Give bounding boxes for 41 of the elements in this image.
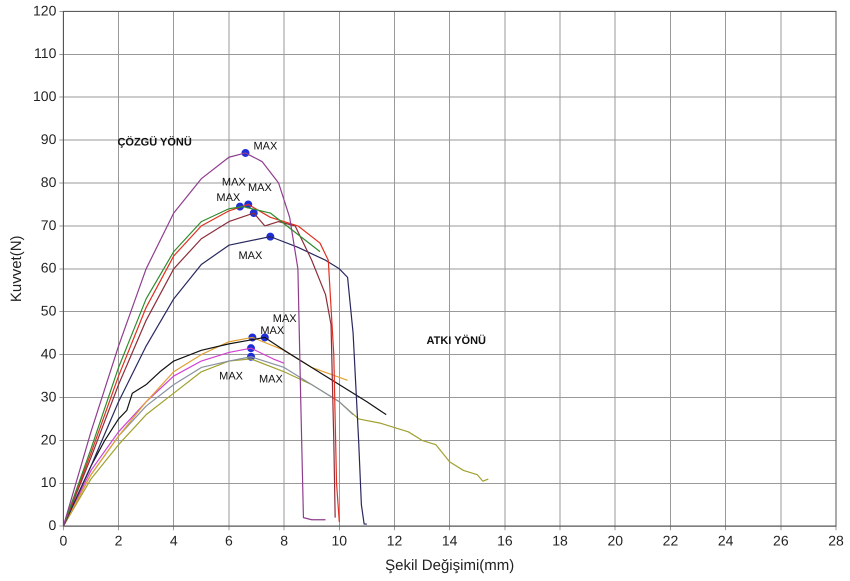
- annotation: MAX: [219, 370, 244, 382]
- y-tick-label: 40: [40, 345, 57, 362]
- x-tick-label: 22: [662, 532, 678, 548]
- x-tick-label: 2: [114, 532, 123, 548]
- x-tick-label: 16: [497, 532, 513, 548]
- annotation: ÇÖZGÜ YÖNÜ: [117, 136, 192, 149]
- annotation: MAX: [272, 312, 298, 325]
- x-tick-label: 24: [718, 532, 734, 548]
- y-tick-label: 80: [40, 174, 57, 190]
- annotation: MAX: [222, 176, 246, 189]
- x-axis-title: Şekil Değişimi(mm): [385, 557, 514, 574]
- y-tick-label: 120: [33, 2, 57, 18]
- annotation: MAX: [260, 324, 285, 337]
- annotation: MAX: [259, 374, 284, 386]
- y-tick-label: 30: [40, 388, 57, 404]
- y-tick-label: 20: [40, 431, 57, 448]
- y-tick-label: 10: [40, 474, 57, 490]
- x-tick-label: 4: [170, 532, 178, 548]
- y-tick-label: 100: [33, 88, 57, 104]
- annotation: MAX: [253, 140, 278, 152]
- y-tick-label: 110: [34, 45, 57, 62]
- x-tick-label: 20: [607, 532, 624, 548]
- y-tick-label: 70: [40, 216, 57, 233]
- x-tick-label: 14: [442, 532, 458, 548]
- y-tick-label: 90: [40, 130, 57, 147]
- annotation: MAX: [238, 250, 263, 262]
- y-tick-label: 60: [40, 260, 57, 276]
- x-tick-label: 28: [828, 532, 844, 548]
- x-tick-label: 26: [773, 532, 789, 548]
- x-tick-label: 10: [332, 532, 348, 548]
- annotation: ATKI YÖNÜ: [426, 334, 486, 347]
- x-tick-label: 6: [225, 532, 234, 548]
- x-tick-label: 18: [552, 532, 568, 548]
- y-tick-label: 50: [40, 302, 57, 319]
- annotation: MAX: [248, 182, 272, 194]
- y-axis-title: Kuvvet(N): [8, 235, 26, 302]
- x-tick-label: 12: [386, 532, 402, 548]
- x-tick-label: 0: [59, 532, 68, 548]
- annotation: MAX: [216, 192, 241, 204]
- x-tick-label: 8: [280, 532, 288, 548]
- y-tick-label: 0: [48, 517, 57, 534]
